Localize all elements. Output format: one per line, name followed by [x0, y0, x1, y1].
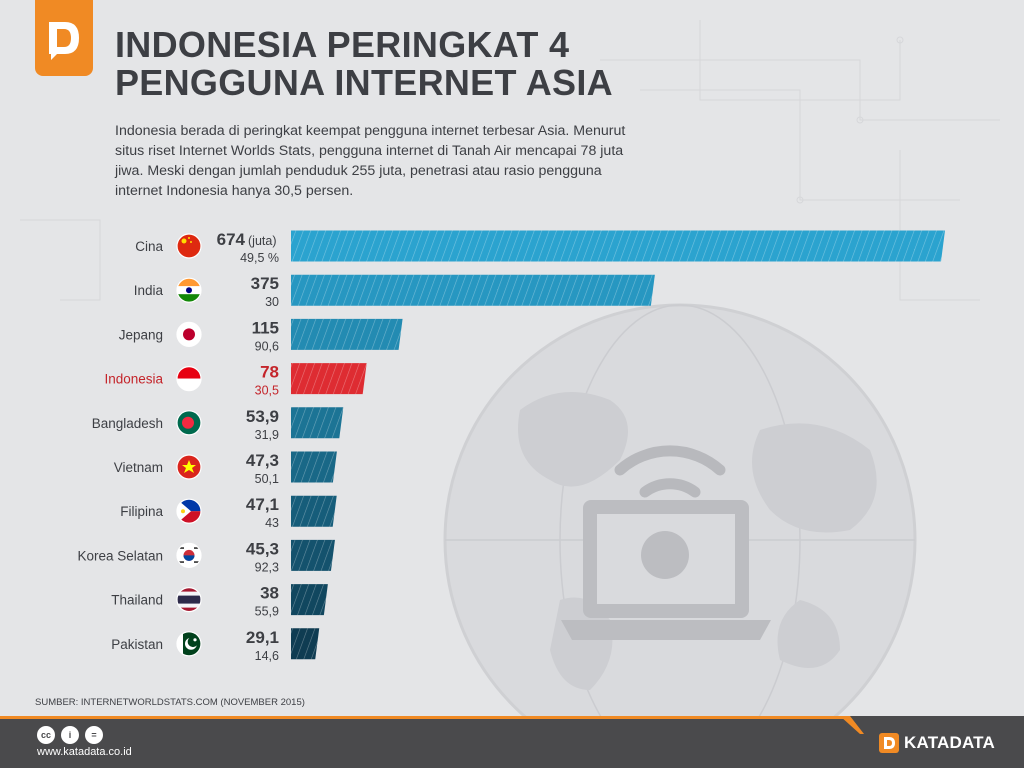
bar-texture: [291, 539, 335, 571]
unit-label: (juta): [248, 234, 276, 248]
flag-border: [176, 542, 202, 568]
bar-texture: [291, 407, 344, 439]
flag-border: [176, 498, 202, 524]
bar-chart: Cina 674 (juta) 49,5 % India 375 30 Jepang 115 90…: [77, 230, 945, 663]
footer-accent-line: [0, 716, 845, 719]
source-note: SUMBER: INTERNETWORLDSTATS.COM (NOVEMBER…: [35, 697, 305, 708]
footer: cc i = www.katadata.co.id KATADATA: [0, 716, 1024, 768]
brand-name: KATADATA: [904, 733, 995, 752]
pakistan-flag-icon: [177, 631, 201, 656]
japan-flag-icon: [177, 322, 201, 347]
bar-texture: [291, 274, 655, 306]
page-title: INDONESIA PERINGKAT 4 PENGGUNA INTERNET …: [115, 26, 613, 102]
value-label: 38: [260, 584, 279, 603]
description-text: Indonesia berada di peringkat keempat pe…: [115, 123, 626, 199]
penetration-label: 14,6: [255, 649, 279, 663]
value-label: 78: [260, 363, 279, 382]
value-label: 47,3: [246, 451, 279, 470]
category-label: Cina: [135, 239, 163, 254]
footer-notch: [840, 716, 864, 734]
value-label: 375: [251, 274, 279, 293]
bangladesh-flag-icon: [177, 410, 201, 435]
indonesia-flag-icon: [177, 366, 201, 391]
flag-border: [176, 366, 202, 392]
category-label: Pakistan: [111, 637, 163, 652]
penetration-label: 49,5 %: [240, 251, 279, 265]
chart-row: Bangladesh 53,9 31,9: [92, 407, 344, 442]
penetration-label: 30: [265, 295, 279, 309]
chart-row: Korea Selatan 45,3 92,3: [77, 539, 335, 574]
chart-row: Pakistan 29,1 14,6: [111, 628, 320, 663]
chart-row: India 375 30: [134, 274, 655, 309]
penetration-label: 92,3: [255, 560, 279, 574]
value-label: 674: [217, 230, 246, 249]
flag-border: [176, 410, 202, 436]
brand: KATADATA: [879, 733, 995, 753]
brand-mark-icon: [879, 733, 899, 753]
chart-row: Vietnam 47,3 50,1: [114, 451, 337, 486]
penetration-label: 90,6: [255, 339, 279, 353]
website-link[interactable]: www.katadata.co.id: [37, 746, 132, 758]
south-korea-flag-icon: [177, 543, 201, 568]
flag-border: [176, 587, 202, 613]
bar-texture: [291, 363, 367, 395]
penetration-label: 55,9: [255, 605, 279, 619]
cc-icon: cc: [37, 726, 55, 744]
laptop-wifi-icon: [561, 445, 771, 640]
katadata-logo: [35, 0, 93, 76]
bar-texture: [291, 451, 337, 483]
background-illustration: [20, 20, 1000, 716]
value-label: 115: [252, 318, 279, 337]
category-label: India: [134, 283, 164, 298]
title-line-2: PENGGUNA INTERNET ASIA: [115, 62, 613, 103]
category-label: Bangladesh: [92, 416, 163, 431]
category-label: Korea Selatan: [77, 548, 163, 563]
license-icons: cc i =: [37, 726, 103, 744]
chart-row: Indonesia 78 30,5: [104, 363, 367, 398]
value-label: 29,1: [246, 628, 279, 647]
chart-row: Jepang 115 90,6: [119, 318, 403, 353]
flag-border: [176, 233, 202, 259]
penetration-label: 50,1: [255, 472, 279, 486]
vietnam-flag-icon: [177, 455, 201, 479]
value-label: 53,9: [246, 407, 279, 426]
chart-row: Filipina 47,1 43: [120, 495, 337, 530]
category-label: Jepang: [119, 327, 163, 342]
title-line-1: INDONESIA PERINGKAT 4: [115, 24, 570, 65]
penetration-label: 31,9: [255, 428, 279, 442]
bar-texture: [291, 584, 328, 616]
thailand-flag-icon: [177, 587, 201, 612]
category-label: Thailand: [111, 593, 163, 608]
category-label: Vietnam: [114, 460, 163, 475]
flag-border: [176, 454, 202, 480]
value-label: 45,3: [246, 539, 279, 558]
category-label: Indonesia: [104, 372, 163, 387]
flag-border: [176, 321, 202, 348]
penetration-label: 30,5: [255, 384, 279, 398]
penetration-label: 43: [265, 516, 279, 530]
philippines-flag-icon: [177, 499, 201, 524]
bar-texture: [291, 318, 403, 350]
flag-border: [176, 631, 202, 657]
nd-icon: =: [85, 726, 103, 744]
value-label: 47,1: [246, 495, 279, 514]
chart-row: Cina 674 (juta) 49,5 %: [135, 230, 945, 265]
bar-texture: [291, 628, 320, 660]
bar-texture: [291, 495, 337, 527]
bar-texture: [291, 230, 945, 262]
chart-row: Thailand 38 55,9: [111, 584, 328, 619]
india-flag-icon: [177, 278, 201, 303]
by-icon: i: [61, 726, 79, 744]
china-flag-icon: [177, 234, 201, 258]
category-label: Filipina: [120, 504, 163, 519]
flag-border: [176, 277, 202, 303]
